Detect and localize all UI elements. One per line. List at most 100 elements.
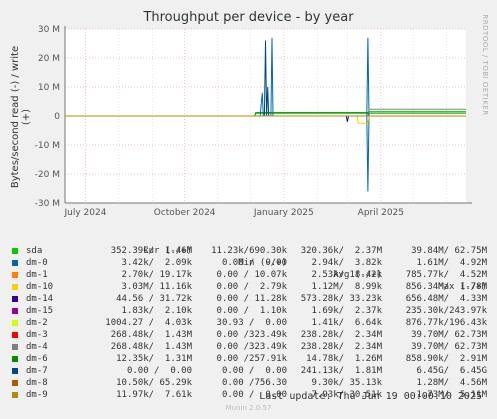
legend-avg: 320.36k/ 2.37M <box>300 246 382 256</box>
legend-avg: 2.94k/ 3.82k <box>311 258 382 268</box>
legend-row: dm-9 11.97k/ 7.61k 0.00 / 0.00 7.93k/ 30.51… <box>12 389 492 401</box>
x-tick-label: July 2024 <box>64 208 107 218</box>
y-tick-label: -30 M <box>35 199 60 209</box>
legend-swatch <box>12 308 18 314</box>
legend-avg: 14.78k/ 1.26M <box>306 354 382 364</box>
legend-header: Cur (-/+) Min (-/+) Avg (-/+) Max (-/+) <box>12 233 492 292</box>
legend-max: 1.73M/ 5.11M <box>416 390 487 400</box>
legend-name: dm-9 <box>26 390 48 400</box>
legend-row: dm-1 2.70k/ 19.17k 0.00 / 10.07k 2.53k/ 18.… <box>12 269 492 281</box>
legend-row: dm-4 268.48k/ 1.43M 0.00 /323.49k 238.28k/ … <box>12 341 492 353</box>
legend-avg: 238.28k/ 2.34M <box>300 342 382 352</box>
legend-header-min: Min (-/+) <box>238 258 287 268</box>
legend-swatch <box>12 296 18 302</box>
legend-name: dm-8 <box>26 378 48 388</box>
legend-swatch <box>12 356 18 362</box>
legend-cur: 1.83k/ 2.10k <box>121 306 192 316</box>
legend-cur: 11.97k/ 7.61k <box>116 390 192 400</box>
legend-name: dm-1 <box>26 270 48 280</box>
legend-row: dm-15 1.83k/ 2.10k 0.00 / 1.10k 1.69k/ 2.37… <box>12 305 492 317</box>
y-tick-label: 20 M <box>38 54 60 64</box>
legend-max: 785.77k/ 4.52M <box>405 270 487 280</box>
legend-cur: 268.48k/ 1.43M <box>110 342 192 352</box>
side-credit: RRDTOOL / TOBI OETIKER <box>481 14 489 116</box>
legend-swatch <box>12 380 18 386</box>
legend-max: 39.84M/ 62.75M <box>411 246 487 256</box>
legend-min: 30.93 / 0.00 <box>216 318 287 328</box>
legend-max: 656.48M/ 4.33M <box>405 294 487 304</box>
legend-max: 1.61M/ 4.92M <box>416 258 487 268</box>
legend-avg: 7.93k/ 30.51k <box>311 390 382 400</box>
legend-avg: 9.30k/ 35.13k <box>311 378 382 388</box>
legend-cur: 2.70k/ 19.17k <box>121 270 192 280</box>
legend-swatch <box>12 392 18 398</box>
legend-swatch <box>12 248 18 254</box>
y-tick-label: -20 M <box>35 170 60 180</box>
version-label: Munin 2.0.57 <box>225 404 272 412</box>
y-tick-label: 0 <box>54 112 60 122</box>
legend-cur: 3.42k/ 2.09k <box>121 258 192 268</box>
legend-name: dm-3 <box>26 330 48 340</box>
y-axis-label: Bytes/second read (-) / write (+) <box>10 45 32 189</box>
legend-swatch <box>12 320 18 326</box>
legend-swatch <box>12 260 18 266</box>
legend-min: 0.00 / 0.00 <box>221 390 287 400</box>
legend-max: 235.30k/243.97k <box>405 306 487 316</box>
legend-avg: 1.69k/ 2.37k <box>311 306 382 316</box>
legend-header-max: Max (-/+) <box>438 282 487 292</box>
legend-min: 0.00 / 2.79k <box>216 282 287 292</box>
legend-row: dm-14 44.56 / 31.72k 0.00 / 11.28k 573.28k/… <box>12 293 492 305</box>
legend-row: sda 352.39k/ 1.46M 11.23k/690.30k 320.36k/ … <box>12 245 492 257</box>
x-tick-label: January 2025 <box>253 208 314 218</box>
legend-swatch <box>12 332 18 338</box>
legend-swatch <box>12 344 18 350</box>
chart-title: Throughput per device - by year <box>143 10 354 25</box>
legend-row: dm-6 12.35k/ 1.31M 0.00 /257.91k 14.78k/ 1.… <box>12 353 492 365</box>
legend-cur: 268.48k/ 1.43M <box>110 330 192 340</box>
legend-name: dm-0 <box>26 258 48 268</box>
legend-row: dm-0 3.42k/ 2.09k 0.00 / 0.00 2.94k/ 3.82k 1… <box>12 257 492 269</box>
legend-min: 0.00 /756.30 <box>221 378 287 388</box>
legend-row: dm-2 1004.27 / 4.03k 30.93 / 0.00 1.41k/ 6.… <box>12 317 492 329</box>
legend-header-avg: Avg (-/+) <box>333 270 382 280</box>
last-update: Last update: Thu Jun 19 00:00:10 2025 <box>259 391 482 402</box>
legend-avg: 238.28k/ 2.34M <box>300 330 382 340</box>
y-tick-label: 10 M <box>38 83 60 93</box>
legend-max: 858.90k/ 2.91M <box>405 354 487 364</box>
legend-max: 39.70M/ 62.73M <box>411 342 487 352</box>
legend-row: dm-10 3.03M/ 11.16k 0.00 / 2.79k 1.12M/ 8.9… <box>12 281 492 293</box>
legend-max: 876.77k/196.43k <box>405 318 487 328</box>
x-tick-label: April 2025 <box>358 208 404 218</box>
legend-min: 0.00 /257.91k <box>216 354 287 364</box>
legend-row: dm-8 10.50k/ 65.29k 0.00 /756.30 9.30k/ 35.… <box>12 377 492 389</box>
legend-cur: 0.00 / 0.00 <box>126 366 192 376</box>
legend-name: sda <box>26 246 43 256</box>
legend-swatch <box>12 272 18 278</box>
legend-cur: 352.39k/ 1.46M <box>110 246 192 256</box>
legend-name: dm-4 <box>26 342 48 352</box>
legend-name: dm-7 <box>26 366 48 376</box>
legend-row: dm-3 268.48k/ 1.43M 0.00 /323.49k 238.28k/ … <box>12 329 492 341</box>
legend-min: 0.00 / 0.00 <box>221 258 287 268</box>
series-line-dm-0-write <box>65 37 466 117</box>
legend-avg: 241.13k/ 1.81M <box>300 366 382 376</box>
legend-name: dm-2 <box>26 318 48 328</box>
legend-max: 1.28M/ 4.56M <box>416 378 487 388</box>
legend: Cur (-/+) Min (-/+) Avg (-/+) Max (-/+) … <box>12 233 492 401</box>
legend-name: dm-6 <box>26 354 48 364</box>
legend-max: 856.34M/ 1.78M <box>405 282 487 292</box>
y-tick-label: -10 M <box>35 141 60 151</box>
legend-name: dm-10 <box>26 282 54 292</box>
legend-cur: 3.03M/ 11.16k <box>121 282 192 292</box>
legend-max: 6.45G/ 6.45G <box>416 366 487 376</box>
legend-swatch <box>12 284 18 290</box>
legend-name: dm-14 <box>26 294 54 304</box>
legend-avg: 2.53k/ 18.42k <box>311 270 382 280</box>
legend-cur: 12.35k/ 1.31M <box>116 354 192 364</box>
legend-cur: 44.56 / 31.72k <box>116 294 192 304</box>
legend-max: 39.70M/ 62.73M <box>411 330 487 340</box>
legend-avg: 1.12M/ 8.99k <box>311 282 382 292</box>
legend-min: 0.00 / 11.28k <box>216 294 287 304</box>
legend-cur: 10.50k/ 65.29k <box>116 378 192 388</box>
